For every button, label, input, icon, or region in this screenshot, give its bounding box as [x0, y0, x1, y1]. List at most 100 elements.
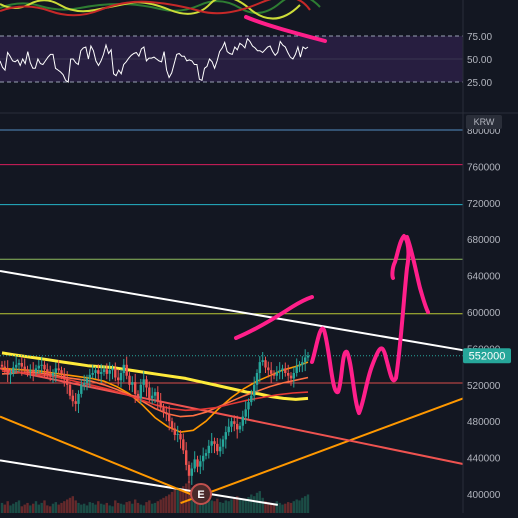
candle-body: [0, 364, 4, 367]
volume-bar: [63, 501, 66, 513]
rsi-series-layer: [0, 37, 309, 83]
volume-bar: [289, 502, 293, 513]
trendline[interactable]: [0, 270, 464, 352]
candle-body: [156, 392, 159, 402]
candle-body: [281, 368, 284, 371]
last-price-label: 552000: [469, 351, 506, 363]
price-axis[interactable]: 75.00 50.00 25.00 800000 760000 720000 680000…: [462, 0, 511, 513]
currency-badge[interactable]: KRW: [466, 115, 502, 129]
candle-body: [190, 468, 193, 476]
candle-body: [301, 362, 304, 365]
volume-bar: [114, 500, 117, 513]
candle-body: [51, 373, 55, 376]
candle-body: [97, 370, 100, 374]
rsi-panel[interactable]: [0, 35, 463, 83]
price-tick-label: 480000: [467, 417, 501, 428]
candle-body: [128, 375, 131, 385]
candle-body: [238, 425, 242, 430]
drawing-rsi-divergence[interactable]: [244, 15, 327, 43]
volume-bar: [32, 503, 35, 513]
candle-body: [15, 364, 18, 368]
volume-bar: [66, 499, 69, 513]
candle-body: [102, 369, 106, 372]
volume-bar: [250, 494, 253, 513]
candle-body: [272, 373, 276, 376]
moving-average-line: [1, 351, 309, 401]
candle-body: [125, 364, 128, 376]
candle-body: [80, 384, 83, 394]
rsi-line: [0, 37, 309, 83]
candle-body: [139, 384, 142, 399]
candle-body: [159, 401, 162, 408]
candle-body: [46, 369, 49, 374]
event-marker[interactable]: E: [190, 483, 212, 505]
volume-bar: [125, 502, 128, 513]
candle-body: [213, 441, 216, 444]
candle-body: [258, 362, 261, 373]
candle-body: [136, 393, 140, 399]
candle-body: [37, 365, 40, 369]
candle-body: [227, 426, 230, 433]
drawing-rising-line[interactable]: [234, 295, 314, 340]
candle-body: [298, 364, 301, 367]
volume-bar: [267, 502, 270, 513]
volume-bar: [306, 494, 310, 513]
volume-bar: [15, 502, 18, 513]
volume-bar: [9, 505, 12, 513]
volume-bar: [57, 504, 60, 513]
price-tick-label: 520000: [467, 381, 501, 392]
volume-bar: [145, 502, 148, 513]
user-drawings[interactable]: [234, 15, 430, 415]
volume-bar: [230, 499, 233, 513]
volume-bar: [29, 505, 32, 513]
trendline[interactable]: [0, 459, 278, 506]
volume-bar: [236, 496, 239, 513]
candle-body: [176, 433, 179, 435]
volume-bar: [139, 504, 142, 513]
volume-bar: [156, 501, 159, 513]
volume-bar: [68, 497, 72, 513]
currency-badge-box[interactable]: [466, 115, 502, 129]
candle-body: [292, 373, 295, 379]
volume-bar: [54, 502, 57, 513]
candle-body: [224, 432, 227, 440]
candle-body: [236, 423, 239, 430]
candle-body: [63, 373, 66, 380]
candle-body: [247, 402, 250, 410]
candle-body: [145, 379, 148, 388]
volume-bar: [216, 498, 219, 513]
volume-bar: [34, 501, 38, 513]
trendline[interactable]: [0, 367, 464, 465]
price-panel[interactable]: [0, 129, 464, 513]
event-marker-circle[interactable]: [190, 483, 212, 505]
candle-body: [193, 459, 196, 469]
volume-bar: [94, 504, 97, 513]
candle-body: [250, 395, 253, 403]
horizontal-levels: [0, 129, 463, 384]
candle-body: [9, 373, 12, 375]
volume-bar: [142, 505, 145, 513]
volume-bar: [190, 487, 193, 513]
volume-bar: [253, 496, 256, 513]
trendlines: [0, 270, 464, 506]
volume-bar: [270, 502, 273, 513]
trendline[interactable]: [0, 415, 200, 499]
volume-bar: [85, 505, 89, 513]
volume-bar: [80, 504, 83, 513]
volume-bar: [26, 502, 29, 513]
candle-body: [284, 368, 287, 373]
candle-body: [85, 378, 89, 383]
volume-bar: [255, 492, 259, 513]
candle-body: [275, 372, 278, 376]
candle-body: [119, 373, 123, 381]
candle-body: [165, 412, 168, 414]
price-tick-label: 800000: [467, 126, 501, 137]
candle-body: [6, 368, 9, 375]
drawing-forecast-path[interactable]: [310, 234, 430, 415]
candle-body: [202, 455, 205, 462]
candle-body: [94, 370, 97, 373]
volume-bar: [162, 497, 165, 513]
ribbon-red: [0, 0, 311, 17]
trendline[interactable]: [180, 397, 464, 505]
